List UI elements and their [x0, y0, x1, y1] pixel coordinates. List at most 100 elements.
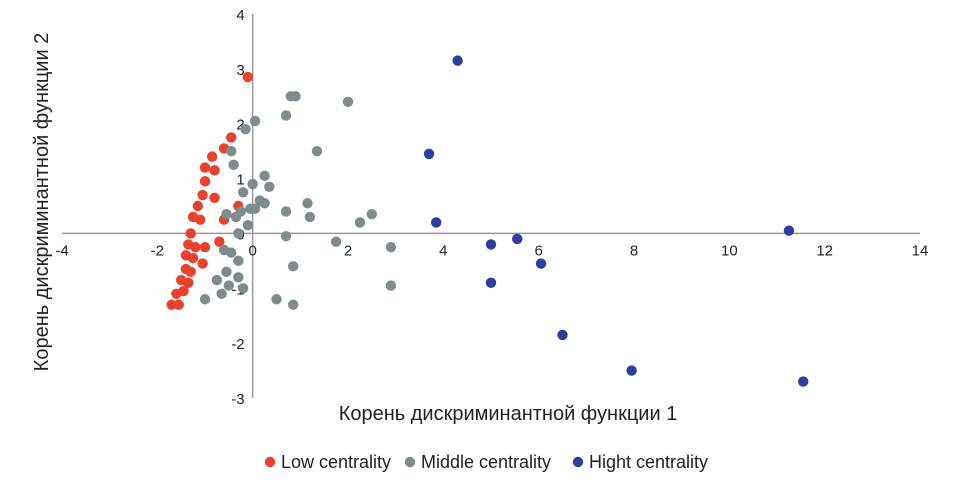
- data-point: [287, 299, 299, 310]
- x-tick-label: 8: [630, 242, 638, 259]
- data-point: [557, 329, 568, 341]
- data-point: [423, 148, 435, 160]
- data-point: [280, 230, 292, 242]
- data-point: [302, 198, 313, 209]
- y-tick-label: 4: [236, 7, 244, 24]
- data-point: [452, 55, 463, 66]
- data-point: [626, 365, 637, 376]
- y-tick-label: 1: [236, 172, 244, 189]
- data-point: [211, 274, 223, 286]
- data-point: [242, 220, 254, 231]
- data-point: [264, 181, 275, 192]
- x-tick-label: -4: [55, 242, 68, 259]
- data-point: [199, 162, 211, 173]
- data-point: [171, 288, 182, 299]
- series-0: [166, 71, 254, 310]
- data-point: [209, 165, 220, 176]
- data-point: [197, 258, 208, 269]
- data-point: [485, 277, 497, 288]
- legend-marker: [404, 456, 416, 468]
- data-point: [223, 280, 235, 291]
- data-point: [240, 124, 251, 135]
- data-point: [783, 225, 795, 236]
- data-point: [385, 280, 397, 291]
- data-points: [166, 55, 809, 387]
- data-point: [226, 145, 237, 157]
- data-point: [249, 115, 261, 127]
- x-tick-label: 6: [534, 242, 542, 259]
- data-point: [233, 272, 244, 283]
- data-point: [183, 277, 194, 288]
- series-1: [199, 91, 397, 310]
- legend-marker: [572, 456, 584, 468]
- data-point: [259, 198, 270, 209]
- data-point: [192, 200, 204, 212]
- data-point: [221, 209, 232, 220]
- data-point: [249, 203, 261, 214]
- y-tick-label: -3: [231, 391, 244, 408]
- data-point: [247, 178, 258, 190]
- data-point: [185, 266, 196, 278]
- data-point: [166, 299, 177, 310]
- data-point: [221, 266, 232, 278]
- x-tick-labels: -4 -2 0 2 4 6 8 10 12 14: [55, 242, 928, 259]
- y-tick-label: 3: [236, 62, 244, 79]
- data-point: [242, 71, 254, 83]
- data-point: [226, 247, 237, 258]
- data-point: [280, 110, 292, 121]
- data-point: [512, 233, 523, 245]
- data-point: [366, 209, 378, 220]
- data-point: [237, 187, 249, 198]
- data-point: [226, 132, 237, 143]
- data-point: [354, 217, 366, 228]
- data-point: [195, 214, 206, 225]
- data-point: [173, 299, 184, 310]
- data-point: [214, 236, 225, 247]
- data-point: [209, 192, 220, 203]
- data-point: [206, 151, 218, 162]
- data-point: [311, 145, 323, 157]
- data-point: [199, 241, 211, 253]
- axes: [62, 14, 920, 398]
- legend-label: Middle centrality: [421, 452, 551, 472]
- data-point: [271, 294, 282, 305]
- x-axis-title: Корень дискриминантной функции 1: [339, 403, 678, 425]
- y-axis-title: Корень дискриминантной функции 2: [31, 33, 53, 372]
- data-point: [287, 261, 299, 272]
- data-point: [280, 206, 292, 217]
- y-tick-label: 2: [236, 117, 244, 134]
- data-point: [237, 283, 249, 294]
- data-point: [199, 294, 211, 305]
- data-point: [798, 376, 809, 387]
- data-point: [197, 189, 208, 201]
- data-point: [304, 211, 316, 223]
- x-tick-label: 0: [248, 242, 256, 259]
- legend: Low centrality Middle centrality Hight cen…: [264, 452, 708, 472]
- data-point: [485, 239, 497, 250]
- x-tick-label: 10: [721, 242, 738, 259]
- data-point: [385, 241, 397, 253]
- data-point: [230, 211, 242, 223]
- data-point: [228, 159, 239, 171]
- series-2: [423, 55, 809, 387]
- data-point: [233, 228, 244, 239]
- data-point: [190, 241, 201, 253]
- data-point: [330, 236, 342, 247]
- data-point: [342, 96, 354, 107]
- y-tick-label: -2: [231, 336, 244, 353]
- data-point: [199, 176, 211, 187]
- legend-item: Low centrality: [264, 452, 391, 472]
- data-point: [185, 228, 196, 239]
- legend-marker: [264, 456, 276, 468]
- x-tick-label: -2: [151, 242, 164, 259]
- x-tick-label: 14: [912, 242, 929, 259]
- data-point: [430, 217, 442, 228]
- data-point: [216, 288, 227, 299]
- data-point: [535, 258, 547, 269]
- x-tick-label: 12: [816, 242, 833, 259]
- x-tick-label: 2: [344, 242, 352, 259]
- legend-item: Middle centrality: [404, 452, 551, 472]
- data-point: [290, 91, 301, 102]
- y-tick-labels: -3-2-101234: [231, 7, 244, 408]
